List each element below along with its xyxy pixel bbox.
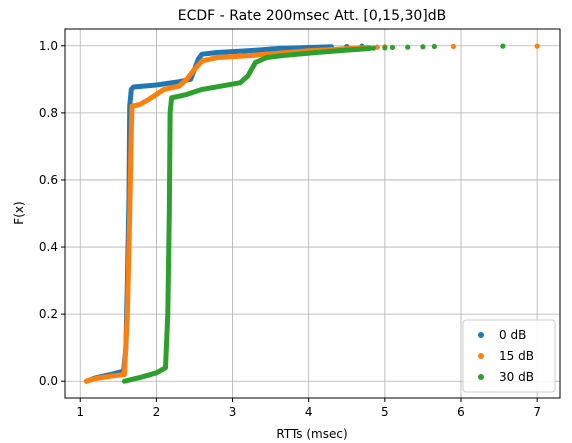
data-point [450,43,456,50]
data-point [389,44,396,51]
legend-marker [478,374,484,380]
x-axis-label: RTTs (msec) [276,427,347,441]
legend-marker [478,332,484,338]
legend: 0 dB 15 dB 30 dB [462,319,556,393]
legend-box [462,319,556,393]
x-tick-label: 6 [457,405,465,419]
y-tick-label: 0.2 [39,307,58,321]
y-tick-label: 0.8 [39,106,58,120]
axis-ticks: 1 2 3 4 5 6 7 0.0 0.2 0.4 0.6 0.8 1.0 [39,39,541,419]
plot-frame [64,28,561,399]
series-2 [121,43,506,384]
y-tick-label: 0.4 [39,240,58,254]
data-layer [83,43,540,384]
data-point [382,45,388,51]
x-tick-label: 4 [305,405,313,419]
grid-lines [65,29,560,398]
x-tick-label: 7 [533,405,541,419]
series-curve [121,46,373,384]
legend-marker [478,353,484,359]
legend-label: 15 dB [499,349,534,363]
chart-title: ECDF - Rate 200msec Att. [0,15,30]dB [178,8,446,24]
legend-label: 0 dB [499,328,526,342]
y-axis-label: F(x) [12,201,26,224]
x-tick-label: 5 [381,405,389,419]
y-tick-label: 0.0 [39,374,58,388]
data-point [420,44,426,50]
series-curve [83,45,373,384]
x-tick-label: 2 [153,405,161,419]
legend-label: 30 dB [499,370,534,384]
data-point [431,43,437,50]
data-point [370,45,377,51]
data-point [405,44,411,50]
y-tick-label: 0.6 [39,173,58,187]
data-point [500,43,506,49]
data-point [534,43,540,49]
y-tick-label: 1.0 [39,39,58,53]
x-tick-label: 1 [76,405,84,419]
x-tick-label: 3 [229,405,237,419]
